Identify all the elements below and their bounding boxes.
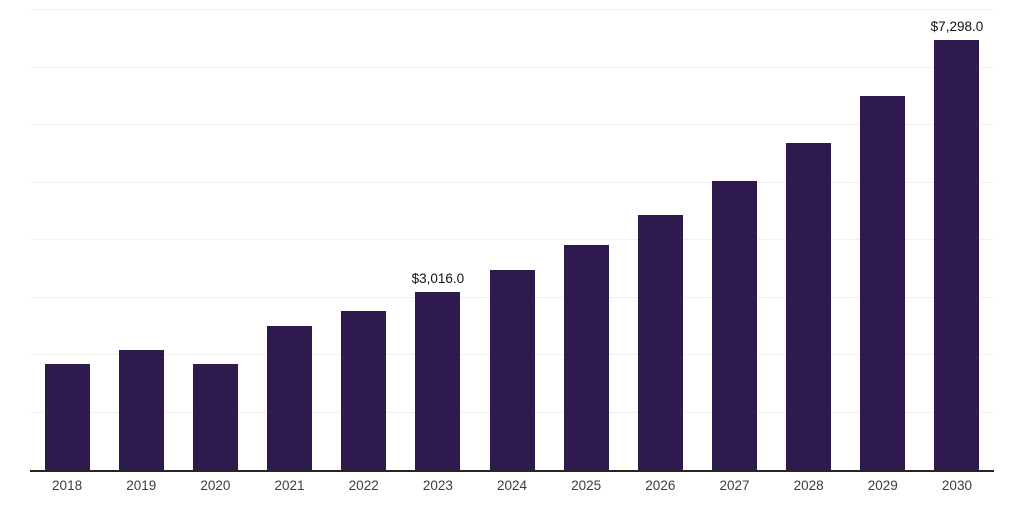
x-axis-label-2024: 2024 (496, 478, 528, 493)
gridline (30, 239, 994, 240)
bar-slot (104, 10, 178, 470)
bar-2021 (267, 325, 313, 470)
gridline (30, 9, 994, 10)
bar-2024 (489, 269, 535, 470)
bar-2029 (860, 96, 906, 470)
bar-slot (252, 10, 326, 470)
x-axis: 2018 2019 2020 2021 2022 2023 2024 2025 2026 2027… (30, 478, 994, 493)
bar-slot (30, 10, 104, 470)
x-axis-label-2029: 2029 (867, 478, 898, 493)
bar-2025 (563, 244, 609, 470)
x-axis-label-2027: 2027 (719, 478, 750, 493)
bar-slot: $3,016.0 (401, 10, 475, 470)
bar-2019 (118, 350, 164, 470)
bar-slot (327, 10, 401, 470)
bar-2023 (415, 292, 461, 470)
x-axis-label-2028: 2028 (793, 478, 824, 493)
x-axis-label-2026: 2026 (645, 478, 676, 493)
x-axis-label-2023: 2023 (422, 478, 453, 493)
bar-slot (549, 10, 623, 470)
bar-value-label: $7,298.0 (930, 18, 984, 34)
bar-2030 (934, 39, 980, 470)
bar-2027 (711, 181, 757, 470)
x-axis-label-2018: 2018 (52, 478, 83, 493)
bar-slot (623, 10, 697, 470)
bar-2022 (341, 310, 387, 470)
bar-slot (178, 10, 252, 470)
bar-2020 (192, 364, 238, 470)
gridline (30, 124, 994, 125)
bar-2028 (786, 143, 832, 470)
bar-slot (697, 10, 771, 470)
bar-2026 (637, 214, 683, 470)
x-axis-label-2022: 2022 (348, 478, 379, 493)
x-axis-label-2025: 2025 (571, 478, 602, 493)
bar-value-label: $3,016.0 (411, 271, 465, 287)
x-axis-label-2030: 2030 (941, 478, 972, 493)
x-axis-label-2021: 2021 (274, 478, 305, 493)
bar-slot (772, 10, 846, 470)
bar-slot (846, 10, 920, 470)
gridline (30, 66, 994, 68)
bar-2018 (44, 364, 90, 470)
x-axis-label-2020: 2020 (200, 478, 231, 493)
plot-area: $3,016.0 $7,298.0 (30, 9, 994, 472)
bar-slot: $7,298.0 (920, 10, 994, 470)
bar-slot (475, 10, 549, 470)
x-axis-label-2019: 2019 (126, 478, 157, 493)
gridline (30, 181, 994, 183)
